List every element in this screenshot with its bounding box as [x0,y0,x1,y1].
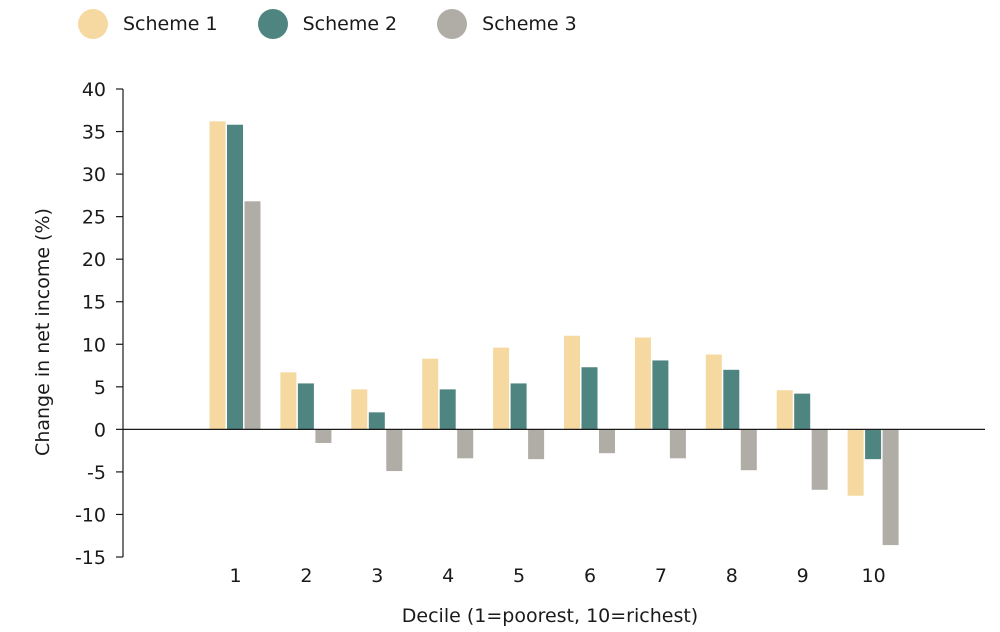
bar-scheme-3-decile-4 [457,429,474,459]
y-tick-label: -15 [75,547,106,569]
chart-legend: Scheme 1 Scheme 2 Scheme 3 [78,4,617,44]
y-tick-label: 30 [82,164,106,186]
y-tick-label: -5 [87,462,106,484]
x-tick-label: 3 [371,565,383,587]
legend-item-scheme-2: Scheme 2 [257,9,398,39]
legend-item-scheme-3: Scheme 3 [437,9,577,39]
y-tick-label: 35 [82,122,106,144]
legend-swatch-scheme-1 [78,9,108,39]
legend-item-scheme-1: Scheme 1 [78,9,218,39]
legend-swatch-scheme-3 [437,9,468,39]
bar-scheme-1-decile-9 [776,390,793,430]
bar-scheme-2-decile-5 [510,383,527,430]
y-tick-label: 15 [82,292,106,314]
x-axis-ticks: 1 2 3 4 5 6 7 8 9 10 [229,565,885,587]
bar-scheme-3-decile-5 [528,429,545,460]
y-tick-label: 10 [82,334,106,356]
bar-scheme-3-decile-3 [386,429,403,472]
x-tick-label: 7 [655,565,667,587]
x-tick-label: 4 [442,565,454,587]
legend-label-scheme-2: Scheme 2 [302,13,398,35]
bar-scheme-3-decile-10 [882,429,899,546]
bar-scheme-1-decile-8 [705,354,722,430]
bar-scheme-2-decile-4 [439,389,456,430]
bar-scheme-1-decile-1 [209,121,226,430]
bar-scheme-1-decile-10 [847,429,864,496]
y-tick-label: 0 [94,419,106,441]
x-axis-title: Decile (1=poorest, 10=richest) [402,605,698,627]
x-tick-label: 8 [726,565,738,587]
bar-scheme-2-decile-6 [581,367,598,430]
bars-group [209,121,899,546]
bar-scheme-1-decile-6 [564,335,580,430]
bar-scheme-3-decile-9 [811,429,828,490]
bar-scheme-1-decile-2 [280,372,297,430]
legend-label-scheme-3: Scheme 3 [482,13,577,35]
y-axis-ticks: 40 35 30 25 20 15 10 5 0 -5 -10 -15 [75,79,123,569]
bar-scheme-2-decile-10 [865,429,882,460]
x-tick-label: 5 [513,565,525,587]
bar-scheme-2-decile-8 [723,369,740,430]
bar-scheme-2-decile-3 [368,412,385,430]
bar-scheme-2-decile-9 [794,393,811,430]
y-tick-label: 20 [82,249,106,271]
bar-scheme-3-decile-6 [599,429,615,454]
y-tick-label: -10 [75,504,106,526]
x-tick-label: 9 [797,565,809,587]
bar-scheme-3-decile-1 [244,201,261,430]
y-tick-label: 40 [82,79,106,101]
bar-scheme-1-decile-4 [422,358,439,430]
bar-scheme-3-decile-8 [740,429,757,471]
bar-scheme-2-decile-7 [652,360,669,430]
bar-scheme-2-decile-1 [227,124,243,430]
bar-scheme-3-decile-2 [315,429,332,443]
bar-scheme-3-decile-7 [669,429,686,459]
bar-scheme-2-decile-2 [297,383,314,430]
bar-scheme-1-decile-3 [351,389,368,430]
legend-swatch-scheme-2 [257,9,288,39]
x-tick-label: 1 [229,565,241,587]
bar-scheme-1-decile-7 [634,337,651,430]
y-axis-title: Change in net income (%) [32,208,54,456]
y-tick-label: 5 [94,377,106,399]
x-tick-label: 2 [300,565,312,587]
x-tick-label: 6 [584,565,596,587]
legend-label-scheme-1: Scheme 1 [123,13,218,35]
bar-scheme-1-decile-5 [493,347,510,430]
y-tick-label: 25 [82,207,106,229]
x-tick-label: 10 [862,565,886,587]
